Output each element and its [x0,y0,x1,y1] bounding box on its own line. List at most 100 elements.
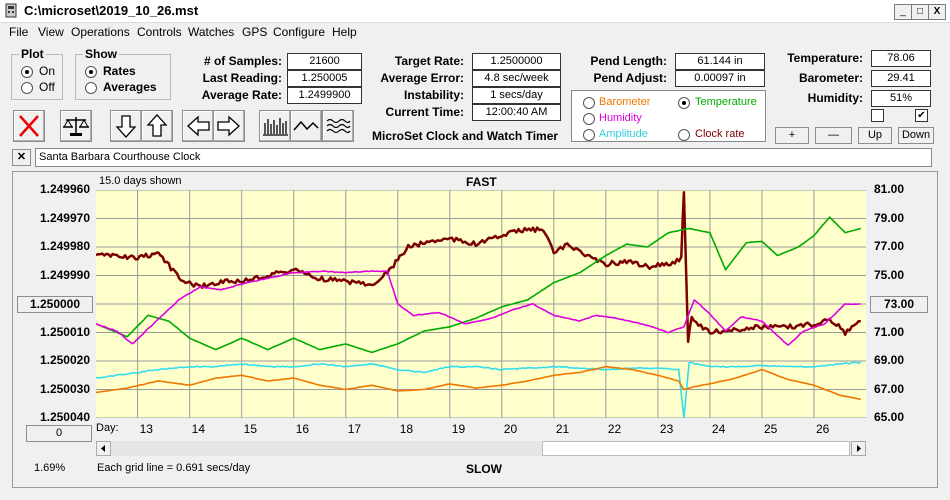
plot-on-radio[interactable] [21,66,33,78]
wave-view-button[interactable] [322,110,354,142]
y-left-tick-label: 1.249990 [39,267,90,282]
down-button[interactable]: Down [898,127,934,144]
scroll-right-arrow[interactable] [851,441,866,456]
scroll-up-button[interactable] [141,110,173,142]
menu-watches[interactable]: Watches [188,25,235,39]
x-tick-label: 14 [191,422,205,436]
clock-name-field[interactable]: Santa Barbara Courthouse Clock [35,148,932,167]
pend-length-field: 61.144 in [675,53,765,70]
app-icon [4,3,19,18]
maximize-button[interactable]: □ [911,4,929,20]
y-right-tick-label: 79.00 [874,210,905,225]
x-tick-label: 17 [347,422,362,436]
y-left-tick-label: 1.250040 [39,410,90,424]
barometer-option-label: Barometer [599,96,651,108]
arrow-up-icon [146,114,168,137]
menu-file[interactable]: File [9,25,29,39]
scroll-left-button[interactable] [182,110,214,142]
scrollbar-thumb[interactable] [542,441,850,456]
plus-button[interactable]: + [775,127,809,144]
temperature-radio[interactable] [678,97,690,109]
app-caption: MicroSet Clock and Watch Timer [372,129,559,143]
minimize-button[interactable]: _ [894,4,912,20]
barometer-radio[interactable] [583,97,595,109]
y-right-tick-label[interactable]: 73.00 [870,296,928,313]
clock-rate-radio[interactable] [678,129,690,141]
scroll-down-button[interactable] [110,110,142,142]
samples-field: 21600 [287,53,362,70]
balance-scale-icon [63,117,89,136]
show-group-title: Show [83,47,119,61]
temperature-option-label: Temperature [695,96,757,108]
red-x-icon [19,115,39,137]
minus-button[interactable]: — [815,127,852,144]
show-averages-label: Averages [103,80,157,94]
humidity-label: Humidity: [807,91,863,105]
x-tick-label: 18 [399,422,414,436]
bar-view-button[interactable] [259,110,291,142]
y-right-tick-label: 67.00 [874,381,905,396]
x-tick-label: 19 [451,422,466,436]
amplitude-radio[interactable] [583,129,595,141]
bar-graph-icon [263,118,288,136]
menu-help[interactable]: Help [332,25,357,39]
checkmark-icon: ✔ [917,110,926,121]
balance-button[interactable] [60,110,92,142]
clock-rate-option-label: Clock rate [695,128,745,140]
sensor-options-box: Barometer Temperature Humidity Amplitude… [571,90,766,142]
line-view-button[interactable] [290,110,322,142]
y-left-tick-label: 1.250010 [39,324,90,339]
up-button[interactable]: Up [858,127,892,144]
y-left-tick-label: 1.249960 [39,182,90,196]
left-checkbox[interactable] [871,109,884,122]
pend-length-label: Pend Length: [590,54,667,68]
x-tick-label: 25 [763,422,778,436]
average-rate-label: Average Rate: [201,88,282,102]
show-rates-label: Rates [103,64,136,78]
triangle-left-icon [101,445,105,452]
scroll-right-button[interactable] [213,110,245,142]
average-rate-field: 1.2499900 [287,87,362,104]
show-averages-radio[interactable] [85,82,97,94]
menu-gps[interactable]: GPS [242,25,268,39]
horizontal-scrollbar[interactable] [96,441,866,456]
close-window-button[interactable]: X [928,4,946,20]
y-left-tick-label: 1.250020 [39,353,90,367]
plot-on-label: On [39,64,56,78]
right-checkbox[interactable]: ✔ [915,109,928,122]
y-right-tick-label: 75.00 [874,267,905,282]
line-graph-icon [293,120,319,131]
menu-operations[interactable]: Operations [71,25,130,39]
menu-controls[interactable]: Controls [137,25,182,39]
pend-adjust-label: Pend Adjust: [593,71,667,85]
plot-off-radio[interactable] [21,82,33,94]
amplitude-option-label: Amplitude [599,128,648,140]
show-rates-radio[interactable] [85,66,97,78]
plot-group-title: Plot [19,47,46,61]
fast-label: FAST [466,175,497,189]
target-rate-field: 1.2500000 [472,53,561,70]
x-tick-label: 22 [607,422,622,436]
x-tick-label: 26 [815,422,830,436]
show-group: Show Rates Averages [75,47,171,100]
scroll-left-arrow[interactable] [96,441,111,456]
arrow-down-icon [115,115,137,138]
temperature-field: 78.06 [871,50,931,67]
y-right-tick-label: 71.00 [874,324,905,339]
y-left-tick-label[interactable]: 1.250000 [17,296,93,313]
zero-button[interactable]: 0 [26,425,92,442]
plot-group: Plot On Off [11,47,63,100]
x-tick-label: 13 [139,422,153,436]
stop-button[interactable] [13,110,45,142]
last-reading-field: 1.250005 [287,70,362,87]
clear-clock-button[interactable]: ✕ [12,149,31,166]
y-right-tick-label: 77.00 [874,239,905,253]
menu-configure[interactable]: Configure [273,25,326,39]
current-time-label: Current Time: [385,105,464,119]
humidity-radio[interactable] [583,113,595,125]
triangle-right-icon [857,445,861,452]
menu-view[interactable]: View [38,25,64,39]
target-rate-label: Target Rate: [394,54,464,68]
humidity-series-line [96,270,861,346]
rate-chart [96,190,866,418]
